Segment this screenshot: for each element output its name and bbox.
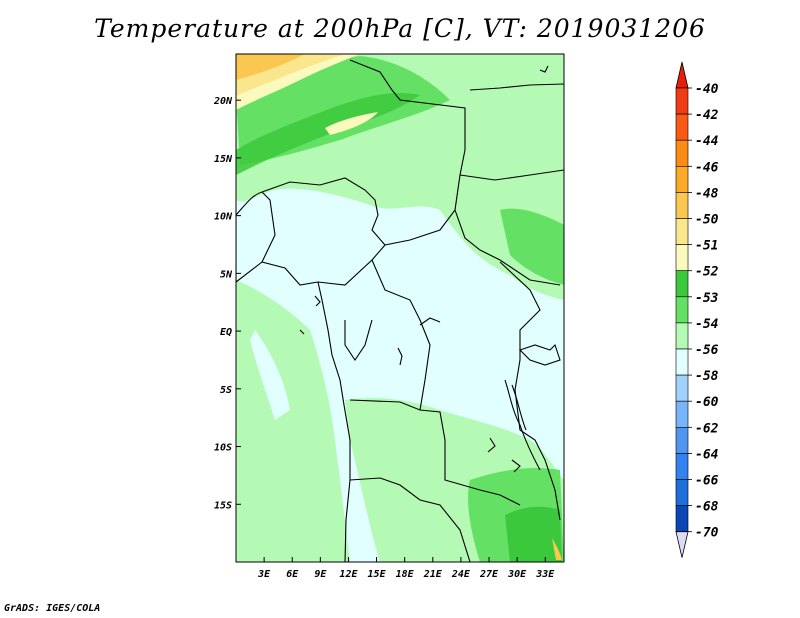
country-borders	[236, 59, 564, 562]
colorbar-label: -58	[695, 369, 719, 384]
colorbar-label: -70	[695, 526, 719, 541]
lat-tick-label: 5N	[220, 269, 233, 280]
colorbar-swatch	[675, 139, 689, 167]
colorbar-label: -50	[695, 213, 719, 228]
colorbar-swatch	[675, 192, 689, 219]
colorbar-swatch	[675, 505, 689, 533]
colorbar-label: -46	[695, 160, 719, 175]
lon-tick-label: 15E	[368, 569, 387, 580]
colorbar-label: -42	[695, 108, 719, 123]
colorbar-label: -64	[695, 447, 719, 462]
lat-tick-label: EQ	[220, 327, 232, 338]
colorbar-label: -60	[695, 395, 719, 410]
colorbar-label: -62	[695, 421, 719, 436]
colorbar-label: -52	[695, 265, 719, 280]
colorbar-swatch	[675, 400, 689, 428]
colorbar-bottom-arrow	[675, 531, 689, 558]
lon-tick-label: 18E	[396, 569, 415, 580]
colorbar-top-arrow	[675, 61, 689, 89]
colorbar-label: -53	[695, 291, 719, 306]
lon-tick-label: 24E	[451, 569, 471, 580]
colorbar-swatch	[675, 479, 689, 506]
lat-tick-label: 5S	[220, 385, 232, 396]
colorbar-swatch	[675, 270, 689, 298]
colorbar-swatch	[675, 426, 689, 454]
colorbar-swatch	[675, 113, 689, 141]
colorbar-label: -54	[695, 317, 719, 332]
lon-tick-label: 12E	[339, 569, 358, 580]
colorbar-label: -56	[695, 343, 719, 358]
lon-tick-label: 9E	[314, 569, 327, 580]
colorbar-label: -48	[695, 186, 719, 201]
colorbar-label: -44	[695, 134, 719, 149]
lon-tick-label: 27E	[479, 569, 499, 580]
map-title: Temperature at 200hPa [C], VT: 201903120…	[94, 14, 706, 43]
colorbar-swatch	[675, 322, 689, 350]
colorbar-label: -66	[695, 474, 719, 489]
colorbar-swatch	[675, 166, 689, 193]
lon-tick-label: 30E	[507, 569, 527, 580]
colorbar-swatch	[675, 244, 689, 272]
lat-tick-label: 15S	[214, 500, 232, 511]
temperature-field	[236, 54, 564, 562]
colorbar: -40 -42 -44 -46 -48 -50 -51 -52 -53 -54 -56 -58 -60 -…	[675, 61, 719, 558]
map-frame	[235, 53, 565, 563]
latitude-axis: 20N 15N 10N 5N EQ 5S 10S 15S	[213, 96, 241, 511]
lon-tick-label: 21E	[423, 569, 443, 580]
lon-tick-label: 3E	[257, 569, 271, 580]
credit-text: GrADS: IGES/COLA	[4, 603, 101, 614]
lat-tick-label: 10S	[214, 443, 232, 454]
colorbar-label: -68	[695, 500, 719, 515]
colorbar-label: -51	[695, 239, 718, 254]
colorbar-label: -40	[695, 82, 719, 97]
colorbar-swatch	[675, 374, 689, 402]
colorbar-swatch	[675, 348, 689, 376]
lat-tick-label: 15N	[214, 154, 233, 165]
lon-tick-label: 6E	[286, 569, 299, 580]
colorbar-swatch	[675, 453, 689, 480]
lon-tick-label: 33E	[535, 569, 555, 580]
longitude-axis: 3E 6E 9E 12E 15E 18E 21E 24E 27E 30E 33E	[257, 557, 555, 580]
lat-tick-label: 20N	[213, 96, 233, 107]
colorbar-swatch	[675, 296, 689, 324]
colorbar-swatch	[675, 87, 689, 115]
colorbar-swatch	[675, 218, 689, 245]
lat-tick-label: 10N	[214, 212, 233, 223]
